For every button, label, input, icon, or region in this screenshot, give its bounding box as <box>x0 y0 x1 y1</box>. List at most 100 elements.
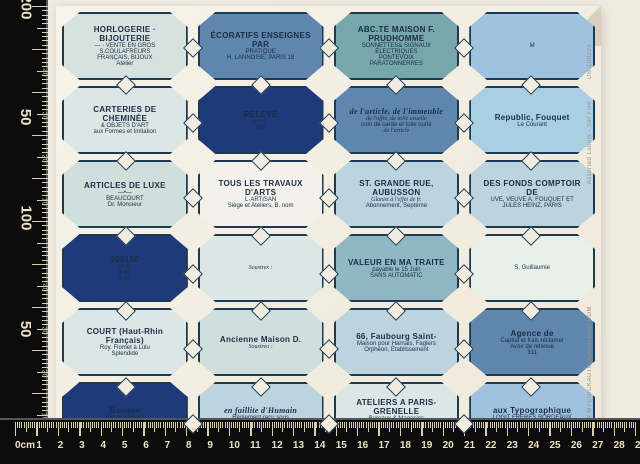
h-ruler-tick <box>560 422 561 432</box>
h-ruler-tick <box>601 422 602 428</box>
ruler-tick-mark <box>42 122 48 123</box>
h-label-20: 20 <box>443 440 454 451</box>
h-ruler-tick <box>490 422 491 428</box>
label-item-0-2[interactable]: ABC.TE MAISON F. PRUDHOMME SONNETTES& SIG… <box>334 12 460 80</box>
ruler-tick-mark <box>42 45 48 46</box>
h-label-7: 7 <box>165 440 171 451</box>
h-ruler-tick <box>109 422 110 428</box>
ruler-tick-mark <box>42 83 48 84</box>
h-ruler-tick <box>71 422 72 428</box>
label-item-1-0[interactable]: CARTERIES DE CHEMINÉE & OBJETS D'ART aux F… <box>62 86 188 154</box>
ruler-tick-mark <box>42 255 48 256</box>
h-ruler-tick <box>242 422 243 428</box>
label-text-line: 9.00 <box>119 276 131 282</box>
h-ruler-tick <box>26 422 27 432</box>
label-item-0-0[interactable]: HORLOGERIE · BIJOUTERIE — · VENTE EN GROS… <box>62 12 188 80</box>
h-ruler-tick <box>254 422 255 428</box>
h-ruler-tick <box>633 422 634 428</box>
h-ruler-tick <box>60 422 61 428</box>
label-item-0-3[interactable]: M <box>469 12 595 80</box>
h-ruler-tick <box>629 422 630 428</box>
label-item-1-1[interactable]: RELEVÉ F° ¹²¹ Doi <box>198 86 324 154</box>
v-label-200: 200 <box>18 0 35 20</box>
h-ruler-tick <box>622 422 623 428</box>
ruler-tick-mark <box>42 23 48 24</box>
h-label-24: 24 <box>528 440 539 451</box>
h-ruler-tick <box>438 422 439 428</box>
h-ruler-tick <box>214 422 215 428</box>
h-ruler-tick <box>160 422 161 428</box>
h-ruler-tick <box>103 422 104 428</box>
label-text-line: Siège et Ateliers, B. nom <box>228 203 294 209</box>
h-ruler-tick <box>280 422 281 428</box>
label-item-2-3[interactable]: DES FONDS COMPTOIR DE UVE, VEUVE A. FOUQU… <box>469 160 595 228</box>
h-ruler-tick <box>34 422 35 428</box>
h-ruler-tick <box>505 422 506 428</box>
h-ruler-tick <box>513 422 514 428</box>
label-text-line: SANS AUTOMATIC <box>370 273 422 279</box>
h-ruler-tick <box>517 422 518 432</box>
h-ruler-tick <box>597 422 598 428</box>
label-text-line: CARTERIES DE CHEMINÉE <box>70 105 180 123</box>
h-ruler-tick <box>539 422 540 432</box>
ruler-tick-mark <box>42 131 48 132</box>
h-ruler-tick <box>552 422 553 428</box>
h-ruler-tick <box>355 422 356 428</box>
h-ruler-tick <box>141 422 142 428</box>
ruler-tick-mark <box>42 406 48 407</box>
label-item-1-2[interactable]: de l'article, de l'immeuble de l'offre, d… <box>334 86 460 154</box>
h-ruler-tick <box>607 422 608 428</box>
label-text-line: Doi <box>256 125 265 131</box>
h-ruler-tick <box>287 422 288 428</box>
h-ruler-tick <box>222 422 223 428</box>
h-ruler-tick <box>28 422 29 428</box>
ruler-tick-mark <box>42 32 48 33</box>
h-ruler-tick <box>496 422 497 432</box>
label-item-1-3[interactable]: Republic, Fouquet Le Courant <box>469 86 595 154</box>
h-ruler-tick <box>618 422 619 428</box>
h-ruler-tick <box>265 422 266 428</box>
h-ruler-tick <box>237 422 238 428</box>
ruler-tick-mark <box>42 316 48 317</box>
h-ruler-tick <box>282 422 283 432</box>
h-ruler-tick <box>428 422 429 428</box>
h-label-13: 13 <box>293 440 304 451</box>
ruler-tick-mark <box>42 380 48 381</box>
ruler-tick-mark <box>42 126 48 127</box>
v-sub-label: 30 <box>41 112 48 120</box>
ruler-tick-mark <box>42 62 48 63</box>
h-ruler-tick <box>212 422 213 428</box>
h-ruler-tick <box>368 422 369 432</box>
h-ruler-tick <box>564 422 565 428</box>
ruler-tick-mark <box>42 277 48 278</box>
h-ruler-tick <box>47 422 48 432</box>
ruler-tick-mark <box>42 88 48 89</box>
ruler-tick-mark <box>42 410 48 411</box>
h-ruler-tick <box>359 422 360 428</box>
h-label-17: 17 <box>378 440 389 451</box>
h-ruler-tick <box>567 422 568 428</box>
h-label-21: 21 <box>464 440 475 451</box>
sheet-code-text: DB-100223 <box>587 44 593 79</box>
h-ruler-tick <box>148 422 149 428</box>
ruler-tick-mark <box>42 66 48 67</box>
label-text-line: Splendide <box>112 351 139 357</box>
ruler-tick-mark <box>42 195 48 196</box>
h-ruler-tick <box>276 422 277 428</box>
label-text-line: 300150 <box>111 255 140 264</box>
h-ruler-tick <box>537 422 538 428</box>
label-text-line: Banque <box>109 406 140 415</box>
label-item-0-1[interactable]: ÉCORATIFS ENSEIGNES PAR PRATIQUE H. LANNOI… <box>198 12 324 80</box>
ruler-tick-mark <box>42 169 48 170</box>
h-ruler-tick <box>83 422 84 428</box>
h-ruler-tick <box>291 422 292 428</box>
ruler-tick-mark <box>42 79 48 80</box>
h-ruler-tick <box>115 422 116 428</box>
h-ruler-tick <box>128 422 129 428</box>
ruler-tick-mark <box>42 303 48 304</box>
h-label-29: 29 <box>635 440 640 451</box>
h-ruler-tick <box>483 422 484 428</box>
h-ruler-tick <box>541 422 542 428</box>
h-ruler-tick <box>363 422 364 428</box>
